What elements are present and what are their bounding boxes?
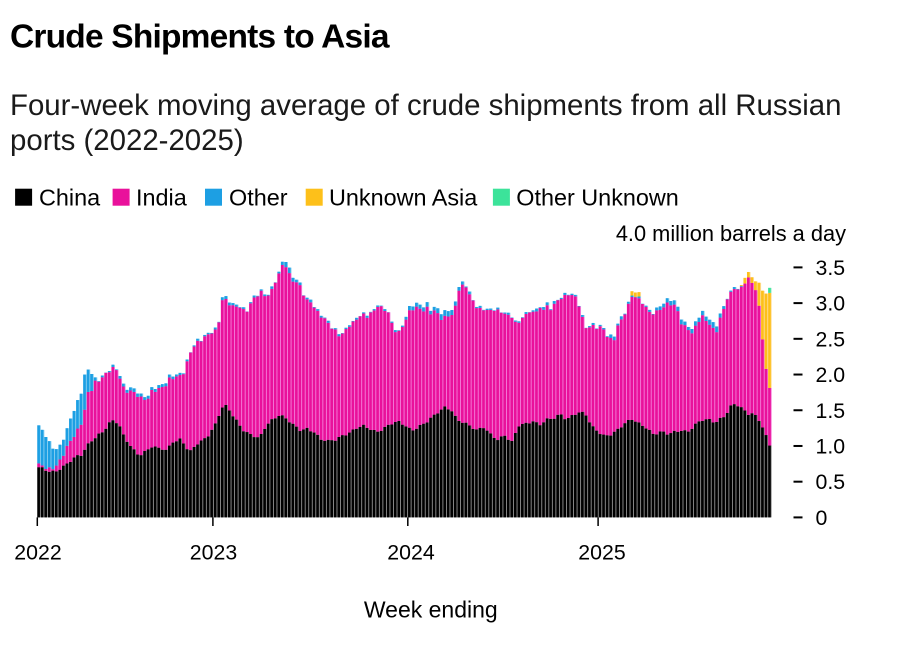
svg-text:1.5: 1.5 bbox=[816, 399, 846, 423]
svg-text:4.0 million barrels a day: 4.0 million barrels a day bbox=[616, 221, 846, 246]
svg-text:3.5: 3.5 bbox=[816, 256, 846, 280]
svg-text:2022: 2022 bbox=[14, 541, 61, 565]
svg-text:ports (2022-2025): ports (2022-2025) bbox=[10, 124, 244, 157]
svg-text:3.0: 3.0 bbox=[816, 292, 846, 316]
svg-text:Crude Shipments to Asia: Crude Shipments to Asia bbox=[10, 19, 390, 56]
svg-text:2023: 2023 bbox=[190, 541, 237, 565]
svg-text:0.5: 0.5 bbox=[816, 470, 846, 494]
svg-text:0: 0 bbox=[816, 506, 828, 530]
svg-text:Other Unknown: Other Unknown bbox=[516, 185, 679, 211]
svg-text:2025: 2025 bbox=[578, 541, 625, 565]
svg-text:Four-week moving average of cr: Four-week moving average of crude shipme… bbox=[10, 89, 841, 122]
svg-text:India: India bbox=[136, 185, 188, 211]
svg-text:Unknown Asia: Unknown Asia bbox=[329, 185, 478, 211]
svg-text:Other: Other bbox=[229, 185, 288, 211]
svg-text:Week ending: Week ending bbox=[364, 597, 498, 623]
svg-text:2.5: 2.5 bbox=[816, 327, 846, 351]
svg-text:China: China bbox=[39, 185, 101, 211]
svg-text:2.0: 2.0 bbox=[816, 363, 846, 387]
svg-text:2024: 2024 bbox=[387, 541, 435, 565]
svg-text:1.0: 1.0 bbox=[816, 434, 846, 458]
